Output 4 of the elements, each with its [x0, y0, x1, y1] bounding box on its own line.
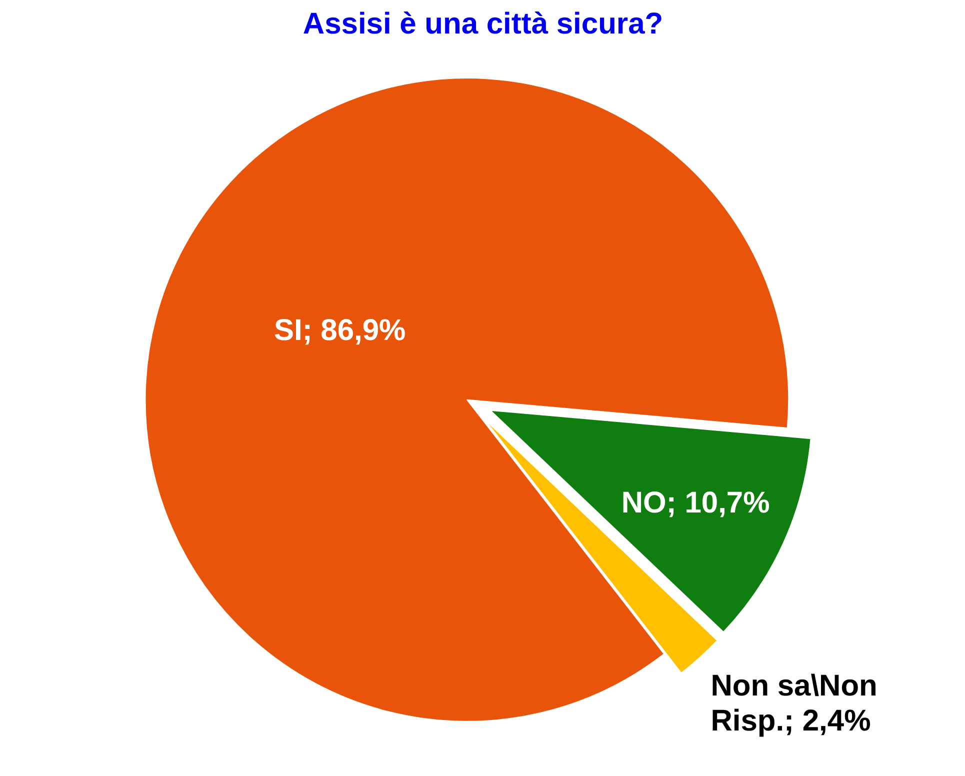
slice-label: SI; 86,9% [274, 314, 406, 347]
slice-label: NO; 10,7% [621, 486, 770, 520]
chart-title: Assisi è una città sicura? [302, 8, 664, 40]
slice-label: Non sa\Non Risp.; 2,4% [710, 670, 878, 738]
